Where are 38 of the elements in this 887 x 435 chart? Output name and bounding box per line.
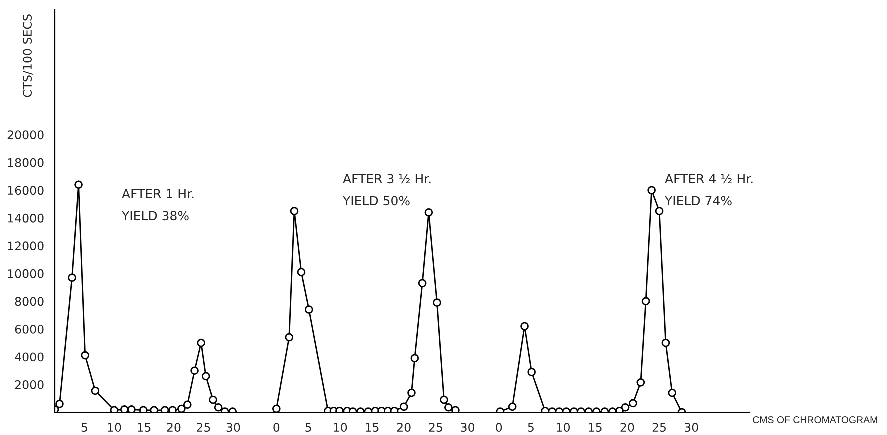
x-tick-label: 10 [108, 423, 122, 432]
x-tick-label: 0 [496, 423, 502, 432]
x-tick-label: 5 [82, 423, 88, 432]
annotation: AFTER 1 Hr. [122, 189, 194, 198]
x-tick-label: 25 [652, 423, 666, 432]
x-tick-label: 5 [528, 423, 534, 432]
y-tick-label: 2000 [15, 380, 44, 390]
y-tick-label: 20000 [8, 130, 44, 140]
y-tick-label: 18000 [8, 158, 44, 168]
y-tick-label: 6000 [15, 324, 44, 334]
y-tick-label: 4000 [15, 352, 44, 362]
y-tick-label: 14000 [8, 214, 44, 223]
x-tick-label: 30 [685, 423, 698, 432]
x-tick-label: 25 [197, 423, 210, 432]
x-tick-label: 20 [397, 423, 411, 432]
annotation: AFTER 4 ½ Hr. [665, 174, 753, 184]
x-tick-label: 20 [167, 423, 181, 432]
annotation: YIELD 50% [342, 196, 410, 206]
y-axis-title: CTS/100 SECS [23, 14, 33, 98]
annotation: YIELD 74% [664, 196, 732, 206]
x-tick-label: 25 [429, 423, 442, 432]
x-tick-label: 20 [620, 423, 634, 432]
x-tick-label: 15 [366, 423, 379, 432]
y-tick-label: 16000 [8, 186, 44, 196]
x-tick-label: 5 [306, 423, 312, 432]
annotation: AFTER 3 ½ Hr. [343, 174, 431, 184]
y-tick-label: 12000 [8, 242, 44, 251]
x-axis-title: CMS OF CHROMATOGRAM [753, 416, 878, 424]
x-tick-label: 30 [461, 423, 475, 432]
annotation: YIELD 38% [122, 211, 189, 221]
x-tick-label: 30 [226, 423, 240, 432]
x-tick-label: 15 [589, 423, 602, 432]
x-tick-label: 10 [557, 423, 570, 432]
y-tick-label: 10000 [8, 269, 44, 278]
x-tick-label: 0 [274, 423, 280, 432]
y-tick-label: 8000 [15, 297, 44, 306]
x-tick-label: 15 [138, 423, 151, 432]
x-tick-label: 10 [334, 423, 348, 432]
